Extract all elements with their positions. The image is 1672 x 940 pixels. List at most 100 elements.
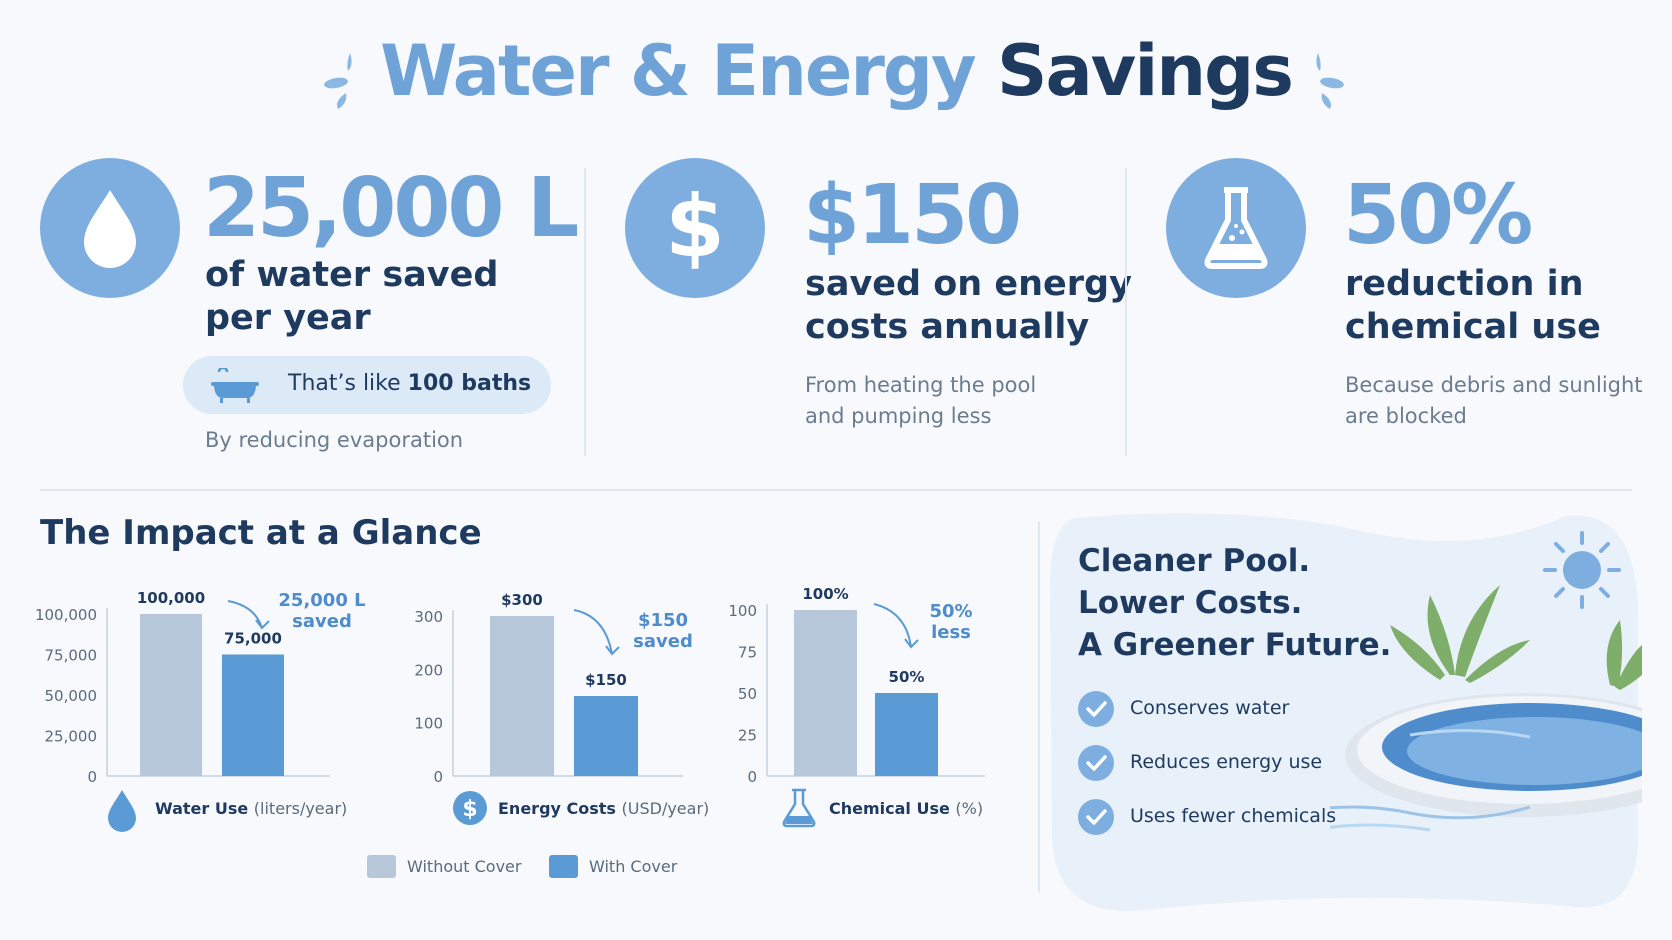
savings-annotation-line2: saved xyxy=(292,611,352,632)
y-tick-label: 50 xyxy=(738,685,757,703)
chemical-stat-note-line1: Because debris and sunlight xyxy=(1345,373,1643,397)
bar-value-label: $300 xyxy=(501,591,543,609)
chemical-stat-circle xyxy=(1166,158,1306,298)
flask-icon xyxy=(782,788,816,828)
legend-label-with: With Cover xyxy=(589,857,678,876)
sun-icon xyxy=(1543,531,1621,609)
splash-right-icon xyxy=(1316,53,1344,109)
chart-bar xyxy=(222,654,284,776)
dollar-icon: $ xyxy=(665,177,725,277)
page-title: Water & Energy Savings xyxy=(0,30,1672,112)
savings-arrowhead xyxy=(605,645,620,656)
svg-text:$: $ xyxy=(665,177,725,277)
benefit-text: Uses fewer chemicals xyxy=(1130,805,1337,827)
energy-stat-note: From heating the pool and pumping less xyxy=(805,370,1036,432)
water-stat-value: 25,000 L xyxy=(203,161,579,256)
y-tick-label: 300 xyxy=(414,608,443,626)
chart-label-bold: Energy Costs xyxy=(498,799,622,818)
chart-label-unit: (%) xyxy=(955,799,983,818)
energy-stat-value: $150 xyxy=(803,168,1022,263)
bar-value-label: 75,000 xyxy=(224,630,282,648)
water-stat-desc: of water saved per year xyxy=(205,254,498,340)
y-tick-label: 100,000 xyxy=(35,606,97,624)
chart-bar xyxy=(794,610,857,776)
energy-stat-note-line2: and pumping less xyxy=(805,404,992,428)
bathtub-icon xyxy=(211,368,259,403)
stat-divider-2 xyxy=(1125,168,1127,456)
chart-label-unit: (USD/year) xyxy=(622,799,710,818)
y-tick-label: 50,000 xyxy=(45,687,98,705)
energy-stat-desc: saved on energy costs annually xyxy=(805,263,1132,349)
savings-arrowhead xyxy=(255,619,270,630)
bar-value-label: 100% xyxy=(802,585,848,603)
pool-illustration xyxy=(1330,531,1642,832)
savings-arrow xyxy=(227,600,263,629)
baths-callout: That’s like 100 baths xyxy=(183,356,551,414)
benefit-text: Conserves water xyxy=(1130,697,1290,719)
splash-left-icon xyxy=(324,53,352,109)
panel-headline-line2: Lower Costs. xyxy=(1078,585,1303,621)
legend-label-without: Without Cover xyxy=(407,857,522,876)
savings-annotation-line1: $150 xyxy=(638,610,688,631)
water-stat-desc-line1: of water saved xyxy=(205,255,499,295)
y-tick-label: 75,000 xyxy=(45,647,98,665)
chemical-stat-note-line2: are blocked xyxy=(1345,404,1467,428)
flask-icon xyxy=(1204,187,1268,269)
energy-stat-circle: $ xyxy=(625,158,765,298)
stat-divider-1 xyxy=(584,168,586,456)
plant-icon xyxy=(1390,585,1642,690)
chart-bar xyxy=(875,693,938,776)
chart-bar xyxy=(140,614,202,776)
chemical-stat-desc-line1: reduction in xyxy=(1345,264,1584,304)
chemical-stat-value: 50% xyxy=(1343,168,1533,263)
savings-annotation-line2: less xyxy=(931,622,971,643)
water-drop-icon xyxy=(108,790,136,832)
water-drop-icon xyxy=(84,190,136,268)
y-tick-label: 100 xyxy=(414,715,443,733)
panel-headline: Cleaner Pool. Lower Costs. A Greener Fut… xyxy=(1078,540,1391,666)
chart-category-label: Water Use (liters/year) xyxy=(155,799,347,818)
legend-swatch-with xyxy=(549,855,578,878)
y-tick-label: 0 xyxy=(433,768,443,786)
chart-category-label: Energy Costs (USD/year) xyxy=(498,799,709,818)
benefit-text: Reduces energy use xyxy=(1130,751,1323,773)
energy-stat-desc-line2: costs annually xyxy=(805,307,1090,347)
check-icon xyxy=(1078,691,1114,727)
check-icon xyxy=(1078,799,1114,835)
chart-bar xyxy=(490,616,554,776)
y-tick-label: 25,000 xyxy=(45,728,98,746)
title-part1: Water & Energy xyxy=(380,30,977,112)
water-stat-circle xyxy=(40,158,180,298)
y-tick-label: 200 xyxy=(414,661,443,679)
chart-bar xyxy=(574,696,638,776)
check-icon xyxy=(1078,745,1114,781)
title-part2: Savings xyxy=(997,30,1294,112)
energy-stat-desc-line1: saved on energy xyxy=(805,264,1132,304)
dollar-icon-glyph: $ xyxy=(462,797,477,822)
energy-stat-note-line1: From heating the pool xyxy=(805,373,1037,397)
baths-text-bold: 100 baths xyxy=(407,371,532,396)
chart-category-label: Chemical Use (%) xyxy=(829,799,983,818)
dollar-icon xyxy=(453,791,487,825)
legend-swatch-without xyxy=(367,855,396,878)
savings-arrow xyxy=(573,609,613,655)
savings-arrowhead xyxy=(904,638,919,649)
savings-annotation-line1: 25,000 L xyxy=(278,590,365,611)
water-stat-note: By reducing evaporation xyxy=(205,428,464,452)
y-tick-label: 100 xyxy=(728,602,757,620)
chart-label-unit: (liters/year) xyxy=(254,799,348,818)
baths-text: That’s like 100 baths xyxy=(288,371,531,396)
panel-headline-line3: A Greener Future. xyxy=(1078,627,1392,663)
savings-annotation-line2: saved xyxy=(633,631,693,652)
flask-icon-liquid xyxy=(785,816,813,824)
savings-arrow xyxy=(873,603,912,648)
y-tick-label: 0 xyxy=(87,768,97,786)
bar-value-label: 50% xyxy=(889,668,925,686)
y-tick-label: 25 xyxy=(738,727,757,745)
chart-label-bold: Chemical Use xyxy=(829,799,955,818)
panel-divider xyxy=(1038,522,1040,892)
chemical-stat-note: Because debris and sunlight are blocked xyxy=(1345,370,1643,432)
glance-title: The Impact at a Glance xyxy=(40,513,482,553)
chemical-stat-desc-line2: chemical use xyxy=(1345,307,1601,347)
chemical-stat-desc: reduction in chemical use xyxy=(1345,263,1601,349)
